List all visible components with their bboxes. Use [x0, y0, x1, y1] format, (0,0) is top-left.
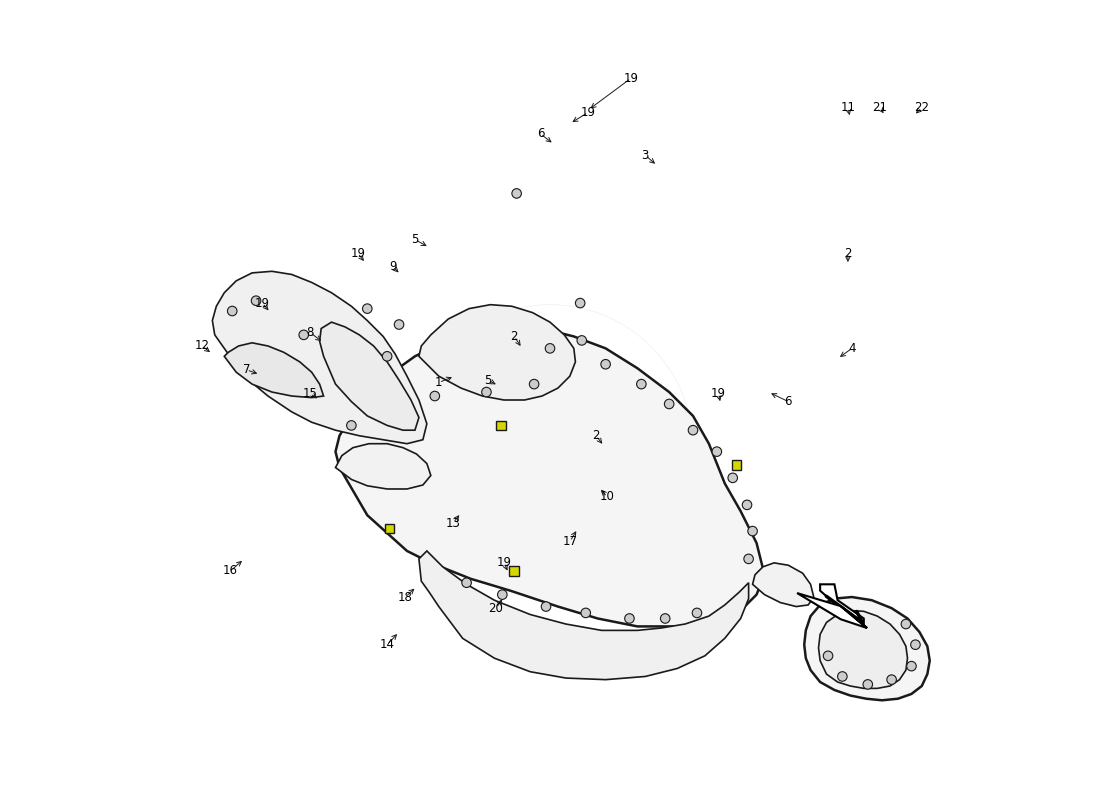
Circle shape — [546, 343, 554, 353]
Polygon shape — [224, 342, 323, 398]
Text: 22: 22 — [914, 101, 929, 114]
Circle shape — [228, 306, 236, 316]
Polygon shape — [818, 610, 907, 688]
Text: 1: 1 — [434, 376, 442, 389]
Text: 13: 13 — [446, 517, 461, 530]
Polygon shape — [821, 584, 864, 624]
Text: 4: 4 — [848, 342, 856, 355]
Circle shape — [363, 304, 372, 314]
Text: 12: 12 — [195, 339, 209, 353]
Bar — [385, 524, 394, 534]
Text: 16: 16 — [223, 564, 238, 578]
Text: 19: 19 — [350, 246, 365, 259]
Text: 19: 19 — [624, 72, 638, 85]
Text: 20: 20 — [488, 602, 504, 614]
Circle shape — [637, 379, 646, 389]
Polygon shape — [336, 325, 764, 626]
Text: 14: 14 — [379, 638, 395, 651]
Text: 19: 19 — [496, 556, 512, 570]
Text: 19: 19 — [711, 387, 726, 400]
Text: 3: 3 — [641, 149, 649, 162]
Text: 19: 19 — [255, 297, 270, 310]
Polygon shape — [840, 606, 867, 628]
Circle shape — [625, 614, 635, 623]
Circle shape — [911, 640, 921, 650]
Circle shape — [578, 336, 586, 345]
Polygon shape — [804, 597, 930, 700]
Bar — [496, 421, 506, 430]
Text: europarts: europarts — [427, 418, 673, 462]
Circle shape — [601, 359, 610, 369]
Circle shape — [430, 391, 440, 401]
Circle shape — [692, 608, 702, 618]
Text: 19: 19 — [581, 106, 595, 119]
Text: 8: 8 — [307, 326, 314, 339]
Circle shape — [346, 421, 356, 430]
Circle shape — [728, 473, 737, 482]
Text: 18: 18 — [398, 590, 412, 603]
Circle shape — [823, 651, 833, 661]
Text: 2: 2 — [844, 246, 851, 259]
Circle shape — [689, 426, 697, 435]
Text: 7: 7 — [243, 363, 251, 376]
Text: a passion for...  1983: a passion for... 1983 — [448, 486, 652, 505]
Circle shape — [383, 351, 392, 361]
Polygon shape — [212, 271, 427, 444]
Circle shape — [837, 672, 847, 682]
Circle shape — [394, 320, 404, 330]
Text: 21: 21 — [872, 101, 888, 114]
Circle shape — [864, 680, 872, 689]
Circle shape — [251, 296, 261, 306]
Circle shape — [462, 578, 472, 587]
Circle shape — [575, 298, 585, 308]
Text: 9: 9 — [389, 260, 396, 273]
Circle shape — [299, 330, 308, 340]
Circle shape — [744, 554, 754, 564]
Circle shape — [712, 447, 722, 457]
Bar — [509, 566, 519, 575]
Text: 6: 6 — [537, 127, 544, 140]
Circle shape — [529, 379, 539, 389]
Text: 17: 17 — [562, 535, 578, 548]
Circle shape — [901, 619, 911, 629]
Text: 5: 5 — [484, 374, 492, 386]
Text: 15: 15 — [302, 387, 318, 400]
Polygon shape — [336, 444, 431, 489]
Polygon shape — [798, 593, 867, 628]
Text: 6: 6 — [784, 395, 792, 408]
Circle shape — [497, 590, 507, 599]
Circle shape — [541, 602, 551, 611]
Circle shape — [581, 608, 591, 618]
Text: 5: 5 — [411, 233, 419, 246]
Circle shape — [512, 189, 521, 198]
Circle shape — [748, 526, 757, 536]
Circle shape — [906, 662, 916, 671]
Circle shape — [664, 399, 674, 409]
Circle shape — [887, 675, 896, 685]
Text: 2: 2 — [510, 330, 518, 343]
Circle shape — [482, 387, 492, 397]
Text: 2: 2 — [592, 430, 600, 442]
Text: 10: 10 — [600, 490, 615, 503]
Circle shape — [742, 500, 751, 510]
Polygon shape — [419, 305, 575, 400]
Bar — [732, 460, 741, 470]
Polygon shape — [320, 322, 419, 430]
Circle shape — [660, 614, 670, 623]
Polygon shape — [752, 563, 814, 606]
Text: 11: 11 — [840, 101, 856, 114]
Polygon shape — [419, 551, 749, 680]
